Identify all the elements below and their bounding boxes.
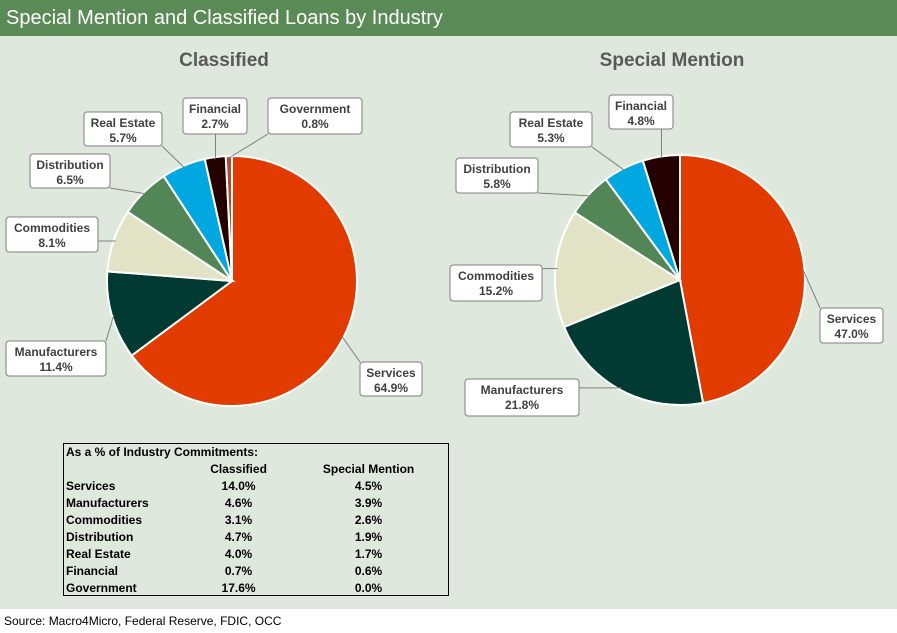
label-box <box>608 94 674 130</box>
pie-slice-services <box>130 154 358 407</box>
slice-label-value: 4.8% <box>627 114 655 128</box>
pie-classified <box>106 154 358 407</box>
leader-line <box>802 268 821 309</box>
col-header-special-mention: Special Mention <box>322 462 415 476</box>
cell-special: 0.0% <box>354 581 383 595</box>
slice-label-name: Government <box>280 102 351 116</box>
label-box <box>819 307 884 344</box>
col-header-classified: Classified <box>210 462 267 476</box>
slice-label-name: Distribution <box>36 158 103 172</box>
row-name: Distribution <box>66 530 134 544</box>
slice-label-name: Manufacturers <box>481 383 564 397</box>
label-box <box>449 264 543 302</box>
pie-slice-manufacturers <box>562 278 705 406</box>
leader-line <box>109 187 146 195</box>
label-box <box>29 153 111 189</box>
source-note: Source: Macro4Micro, Federal Reserve, FD… <box>4 614 282 628</box>
slice-label-name: Financial <box>189 102 241 116</box>
row-name: Services <box>66 479 116 493</box>
leader-line <box>105 314 115 342</box>
slice-label-value: 5.8% <box>483 177 511 191</box>
cell-classified: 4.7% <box>224 530 253 544</box>
slice-label-name: Commodities <box>14 221 90 235</box>
table-row: Financial 0.7% 0.6% <box>64 563 448 580</box>
slice-label-name: Distribution <box>463 162 530 176</box>
table-heading: As a % of Industry Commitments: <box>66 445 259 459</box>
table-corner <box>64 461 188 478</box>
row-name: Government <box>66 581 137 595</box>
row-name: Financial <box>66 564 119 578</box>
leader-line <box>591 146 625 171</box>
slice-label-value: 5.3% <box>537 131 565 145</box>
chart-header: Special Mention and Classified Loans by … <box>0 0 897 36</box>
slice-label-value: 15.2% <box>479 284 513 298</box>
slice-label-value: 6.5% <box>56 173 84 187</box>
slice-label-name: Financial <box>615 99 667 113</box>
table-row: Services 14.0% 4.5% <box>64 478 448 495</box>
label-box <box>83 111 163 147</box>
slice-label-name: Services <box>827 312 877 326</box>
slice-label-value: 2.7% <box>201 117 229 131</box>
row-name: Commodities <box>66 513 143 527</box>
slice-label-name: Services <box>366 366 416 380</box>
label-box <box>182 97 248 135</box>
row-name: Manufacturers <box>66 496 149 510</box>
cell-classified: 14.0% <box>221 479 256 493</box>
pie-slice-services <box>679 153 806 405</box>
label-box <box>5 340 107 377</box>
leader-line <box>228 133 269 159</box>
cell-special: 1.9% <box>354 530 383 544</box>
slice-label-value: 21.8% <box>505 398 539 412</box>
cell-special: 2.6% <box>354 513 383 527</box>
table-row: Commodities 3.1% 2.6% <box>64 512 448 529</box>
slice-label-name: Real Estate <box>91 116 156 130</box>
label-box <box>267 97 363 135</box>
header-title: Special Mention and Classified Loans by … <box>6 7 443 29</box>
table-row: Government 17.6% 0.0% <box>64 580 448 597</box>
pie-title-classified: Classified <box>179 50 269 71</box>
label-box <box>464 378 580 417</box>
cell-classified: 4.0% <box>224 547 253 561</box>
cell-classified: 0.7% <box>224 564 253 578</box>
slice-label-name: Manufacturers <box>15 345 98 359</box>
slice-label-value: 11.4% <box>39 360 73 374</box>
pie-charts: Classified Special Mention Services64.9%… <box>5 50 884 417</box>
table-row: Distribution 4.7% 1.9% <box>64 529 448 546</box>
pie-title-special-mention: Special Mention <box>600 50 745 71</box>
slice-label-value: 8.1% <box>38 236 66 250</box>
slice-label-value: 5.7% <box>109 131 137 145</box>
label-box <box>5 216 99 253</box>
commitments-table: As a % of Industry Commitments: Classifi… <box>63 443 449 596</box>
cell-special: 3.9% <box>354 496 383 510</box>
slice-label-name: Commodities <box>458 269 534 283</box>
slice-label-value: 0.8% <box>301 117 329 131</box>
label-box <box>509 111 593 148</box>
slice-label-value: 47.0% <box>834 327 868 341</box>
cell-special: 4.5% <box>354 479 383 493</box>
label-box <box>455 157 539 194</box>
pie-special-mention <box>554 153 806 406</box>
cell-classified: 17.6% <box>221 581 256 595</box>
label-box <box>359 361 423 397</box>
cell-special: 0.6% <box>354 564 383 578</box>
table-row: Real Estate 4.0% 1.7% <box>64 546 448 563</box>
table-row: Manufacturers 4.6% 3.9% <box>64 495 448 512</box>
leader-line <box>537 192 591 197</box>
cell-classified: 4.6% <box>224 496 253 510</box>
slice-label-name: Real Estate <box>519 116 584 130</box>
cell-classified: 3.1% <box>224 513 253 527</box>
leader-line <box>341 336 361 363</box>
slice-label-value: 64.9% <box>374 381 408 395</box>
leader-line <box>161 145 185 168</box>
row-name: Real Estate <box>66 547 131 561</box>
pie-slice-manufacturers <box>106 270 235 357</box>
cell-special: 1.7% <box>354 547 383 561</box>
